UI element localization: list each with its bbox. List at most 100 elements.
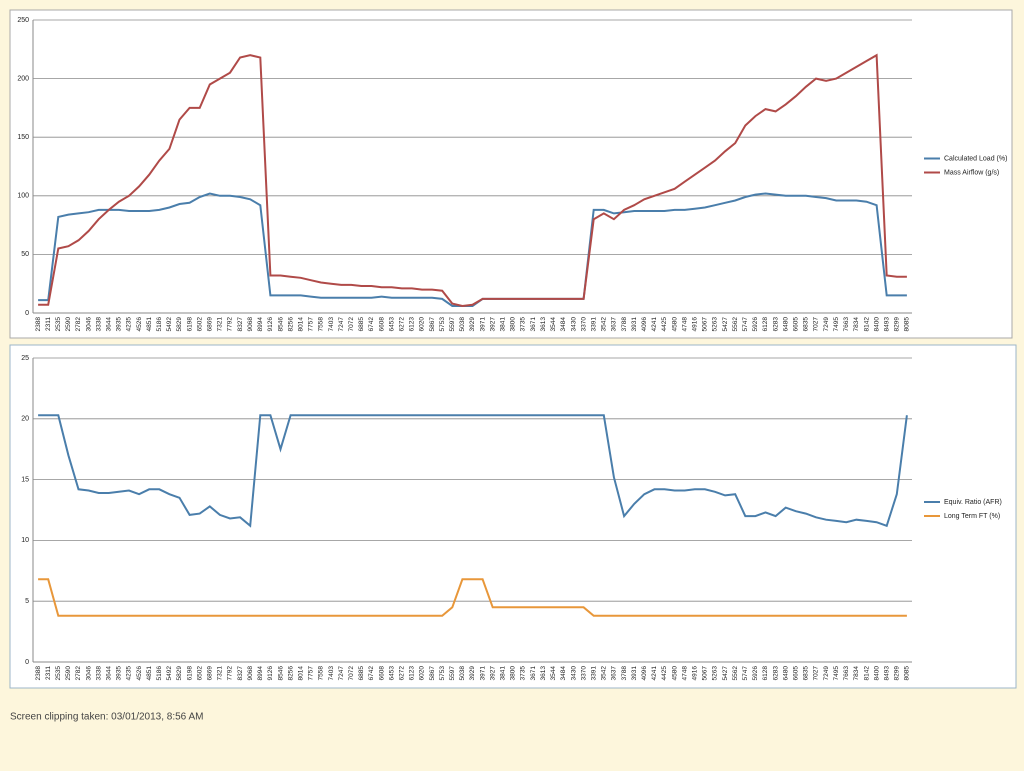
x-tick-label: 8085 xyxy=(904,317,911,332)
x-tick-label: 6480 xyxy=(782,666,789,681)
x-tick-label: 2388 xyxy=(35,317,42,332)
x-tick-label: 6605 xyxy=(793,317,800,332)
x-tick-label: 5067 xyxy=(702,317,709,332)
x-tick-label: 3370 xyxy=(580,666,587,681)
x-tick-label: 8299 xyxy=(894,666,901,681)
x-tick-label: 4241 xyxy=(651,317,658,332)
x-tick-label: 4851 xyxy=(146,317,153,332)
x-tick-label: 3735 xyxy=(520,317,527,332)
x-tick-label: 3935 xyxy=(116,666,123,681)
x-tick-label: 3484 xyxy=(560,317,567,332)
x-tick-label: 5263 xyxy=(712,317,719,332)
x-tick-label: 6869 xyxy=(207,666,214,681)
x-tick-label: 8256 xyxy=(287,317,294,332)
chart-frame xyxy=(9,344,1017,689)
x-tick-label: 3338 xyxy=(95,666,102,681)
x-tick-label: 3800 xyxy=(510,317,517,332)
x-tick-label: 4096 xyxy=(641,317,648,332)
x-tick-label: 3391 xyxy=(590,666,597,681)
x-tick-label: 7558 xyxy=(318,317,325,332)
legend-label: Mass Airflow (g/s) xyxy=(944,169,999,176)
x-tick-label: 8299 xyxy=(894,317,901,332)
x-tick-label: 5492 xyxy=(166,317,173,332)
x-tick-label: 8085 xyxy=(904,666,911,681)
x-tick-label: 6835 xyxy=(803,317,810,332)
x-tick-label: 5926 xyxy=(752,666,759,681)
x-tick-label: 3430 xyxy=(570,666,577,681)
x-tick-label: 6885 xyxy=(358,317,365,332)
x-tick-label: 7072 xyxy=(348,317,355,332)
x-tick-label: 5038 xyxy=(459,666,466,681)
x-tick-label: 9068 xyxy=(247,666,254,681)
caption: Screen clipping taken: 03/01/2013, 8:56 … xyxy=(10,712,203,723)
chart-frame xyxy=(9,9,1013,339)
x-tick-label: 4851 xyxy=(146,666,153,681)
x-tick-label: 6835 xyxy=(803,666,810,681)
x-tick-label: 3613 xyxy=(540,666,547,681)
x-tick-label: 7792 xyxy=(227,317,234,332)
x-tick-label: 5492 xyxy=(166,666,173,681)
x-tick-label: 3971 xyxy=(479,666,486,681)
x-tick-label: 7247 xyxy=(338,317,345,332)
x-tick-label: 8493 xyxy=(883,666,890,681)
x-tick-label: 7834 xyxy=(853,666,860,681)
x-tick-label: 4235 xyxy=(126,666,133,681)
x-tick-label: 3644 xyxy=(105,317,112,332)
x-tick-label: 3929 xyxy=(469,317,476,332)
x-tick-label: 6123 xyxy=(409,317,416,332)
x-tick-label: 8327 xyxy=(237,666,244,681)
x-tick-label: 8014 xyxy=(297,666,304,681)
x-tick-label: 8327 xyxy=(237,317,244,332)
x-tick-label: 3637 xyxy=(611,317,618,332)
x-tick-label: 3931 xyxy=(631,317,638,332)
x-tick-label: 5867 xyxy=(429,666,436,681)
x-tick-label: 2311 xyxy=(45,666,52,680)
x-tick-label: 6283 xyxy=(772,317,779,332)
x-tick-label: 3046 xyxy=(85,317,92,332)
y-tick-label: 50 xyxy=(21,251,29,258)
x-tick-label: 7072 xyxy=(348,666,355,681)
x-tick-label: 5186 xyxy=(156,317,163,332)
x-tick-label: 7321 xyxy=(217,317,224,332)
x-tick-label: 4916 xyxy=(691,317,698,332)
x-tick-label: 3542 xyxy=(601,666,608,681)
x-tick-label: 6742 xyxy=(368,666,375,681)
x-tick-label: 8546 xyxy=(277,317,284,332)
x-tick-label: 8142 xyxy=(863,666,870,681)
x-tick-label: 5597 xyxy=(449,317,456,332)
x-tick-label: 5867 xyxy=(429,317,436,332)
x-tick-label: 3935 xyxy=(116,317,123,332)
x-tick-label: 5829 xyxy=(176,666,183,681)
x-tick-label: 8493 xyxy=(883,317,890,332)
x-tick-label: 3046 xyxy=(85,666,92,681)
x-tick-label: 3370 xyxy=(580,317,587,332)
series-line xyxy=(38,578,907,617)
x-tick-label: 2782 xyxy=(75,666,82,681)
x-tick-label: 2535 xyxy=(55,317,62,332)
x-tick-label: 3484 xyxy=(560,666,567,681)
x-tick-label: 2311 xyxy=(45,317,52,331)
x-tick-label: 7403 xyxy=(328,666,335,681)
x-tick-label: 7757 xyxy=(308,317,315,332)
x-tick-label: 2590 xyxy=(65,666,72,681)
x-tick-label: 3613 xyxy=(540,317,547,332)
x-tick-label: 6128 xyxy=(762,666,769,681)
x-tick-label: 8994 xyxy=(257,666,264,681)
x-tick-label: 6020 xyxy=(419,317,426,332)
legend-label: Calculated Load (%) xyxy=(944,155,1007,162)
x-tick-label: 6283 xyxy=(772,666,779,681)
x-tick-label: 3671 xyxy=(530,317,537,332)
x-tick-label: 5753 xyxy=(439,317,446,332)
x-tick-label: 7027 xyxy=(813,666,820,681)
x-tick-label: 6480 xyxy=(782,317,789,332)
x-tick-label: 2535 xyxy=(55,666,62,681)
x-tick-label: 6198 xyxy=(186,317,193,332)
x-tick-label: 3637 xyxy=(611,666,618,681)
y-tick-label: 25 xyxy=(21,355,29,362)
x-tick-label: 5186 xyxy=(156,666,163,681)
x-tick-label: 3927 xyxy=(489,666,496,681)
legend-label: Long Term FT (%) xyxy=(944,513,1000,520)
x-tick-label: 7249 xyxy=(823,317,830,332)
y-tick-label: 0 xyxy=(25,659,29,666)
